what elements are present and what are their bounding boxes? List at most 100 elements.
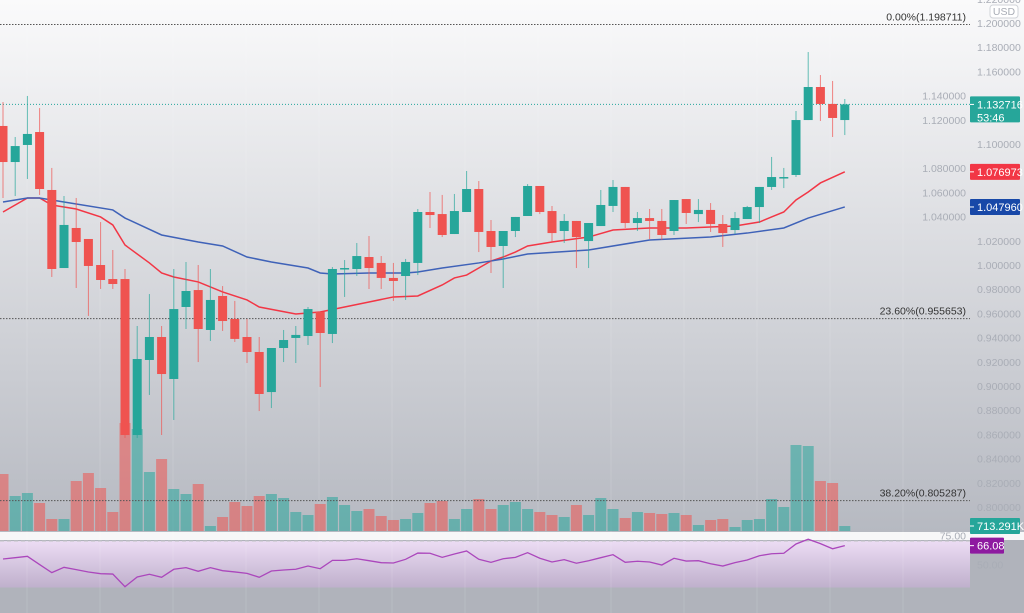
candle bbox=[291, 325, 301, 364]
candle-body bbox=[693, 209, 703, 215]
candle bbox=[620, 186, 630, 228]
candle-body bbox=[59, 224, 69, 269]
candle bbox=[71, 197, 81, 288]
price-axis-tick: 0.840000 bbox=[977, 454, 1021, 466]
candle-body bbox=[742, 207, 752, 220]
candle bbox=[108, 249, 118, 289]
candle-body bbox=[571, 220, 581, 238]
candle-body bbox=[388, 277, 398, 281]
candle-body bbox=[840, 104, 850, 121]
volume-bar bbox=[204, 526, 216, 531]
candle bbox=[547, 205, 557, 243]
candle-body bbox=[120, 279, 130, 436]
candle bbox=[767, 156, 777, 190]
candle-body bbox=[449, 211, 459, 235]
volume-bar bbox=[0, 474, 9, 531]
volume-bar bbox=[766, 499, 778, 531]
ma-fast-badge-box bbox=[970, 163, 1020, 180]
volume-bar bbox=[595, 498, 607, 531]
candle bbox=[120, 268, 130, 439]
candle bbox=[730, 212, 740, 235]
volume-bar bbox=[631, 512, 643, 531]
candle bbox=[242, 318, 252, 364]
candle-body bbox=[35, 132, 45, 190]
volume-bars bbox=[0, 423, 851, 531]
candle-body bbox=[535, 185, 545, 213]
fibonacci-retracement[interactable]: 0.00%(1.198711) 23.60%(0.955653) 38.20%(0.… bbox=[0, 12, 970, 502]
ma-fast-badge-text: 1.076973 bbox=[977, 167, 1023, 179]
candle bbox=[157, 325, 167, 436]
candle-body bbox=[754, 186, 764, 208]
candle-body bbox=[193, 290, 203, 330]
candle-body bbox=[486, 230, 496, 247]
volume-bar bbox=[253, 496, 265, 531]
candle-body bbox=[144, 336, 154, 360]
candle bbox=[144, 294, 154, 395]
volume-bar bbox=[436, 501, 448, 531]
volume-bar bbox=[778, 507, 790, 531]
candle bbox=[803, 52, 813, 121]
volume-bar bbox=[607, 509, 619, 531]
candle-body bbox=[584, 223, 594, 242]
volume-bar bbox=[46, 519, 58, 531]
price-axis-tick: 1.220000 bbox=[977, 0, 1021, 6]
volume-bar bbox=[717, 519, 729, 531]
volume-bar bbox=[827, 483, 839, 531]
candle-body bbox=[632, 218, 642, 224]
last-price-badge-text: 1.132716 bbox=[977, 99, 1023, 111]
chart-background bbox=[0, 0, 1024, 532]
volume-bar bbox=[387, 520, 399, 531]
candle-body bbox=[108, 279, 118, 284]
candle bbox=[462, 170, 472, 213]
price-axis-tick: 1.040000 bbox=[922, 212, 966, 224]
candle-body bbox=[498, 230, 508, 247]
last-price-badge-box bbox=[970, 96, 1020, 123]
rsi-badge: 66.08 bbox=[970, 537, 1005, 554]
candle-body bbox=[242, 336, 252, 352]
candle-body bbox=[779, 177, 789, 179]
candle-body bbox=[376, 262, 386, 278]
candle-body bbox=[181, 291, 191, 307]
candle bbox=[498, 230, 508, 288]
candle bbox=[327, 267, 337, 344]
volume-badge: 713.291K bbox=[970, 518, 1024, 534]
candle bbox=[449, 193, 459, 235]
volume-bar bbox=[339, 505, 351, 531]
candle bbox=[754, 186, 764, 224]
price-axis[interactable]: 75.00 50.00 1.220000 1.200000 1.180000 1.1600… bbox=[922, 0, 1021, 571]
candle-body bbox=[71, 227, 81, 243]
rsi-badge-text: 66.08 bbox=[977, 541, 1005, 553]
volume-bar bbox=[668, 513, 680, 531]
candle-body bbox=[230, 318, 240, 339]
volume-bar bbox=[558, 517, 570, 531]
currency-label[interactable]: USD bbox=[989, 4, 1019, 19]
candle bbox=[559, 214, 569, 243]
rsi-indicator bbox=[0, 538, 970, 588]
candle bbox=[791, 110, 801, 178]
candle bbox=[718, 215, 728, 247]
candle bbox=[486, 219, 496, 273]
price-axis-tick: 0.860000 bbox=[977, 429, 1021, 441]
candle-body bbox=[352, 256, 362, 269]
pane-separator[interactable] bbox=[0, 532, 1024, 540]
candle bbox=[681, 199, 691, 224]
volume-bar bbox=[290, 512, 302, 531]
candle-body bbox=[462, 189, 472, 213]
volume-bar bbox=[680, 515, 692, 531]
volume-bar bbox=[265, 494, 277, 531]
volume-bar bbox=[180, 494, 192, 531]
candle-body bbox=[815, 87, 825, 104]
price-axis-tick: 0.960000 bbox=[977, 308, 1021, 320]
candle-body bbox=[327, 268, 337, 334]
candle bbox=[266, 348, 276, 409]
candle-body bbox=[510, 216, 520, 231]
volume-bar bbox=[143, 472, 155, 531]
volume-bar bbox=[302, 515, 314, 531]
price-axis-tick: 1.160000 bbox=[977, 66, 1021, 78]
volume-bar bbox=[461, 509, 473, 531]
volume-bar bbox=[400, 519, 412, 531]
volume-bar bbox=[241, 506, 253, 531]
volume-bar bbox=[278, 498, 290, 531]
